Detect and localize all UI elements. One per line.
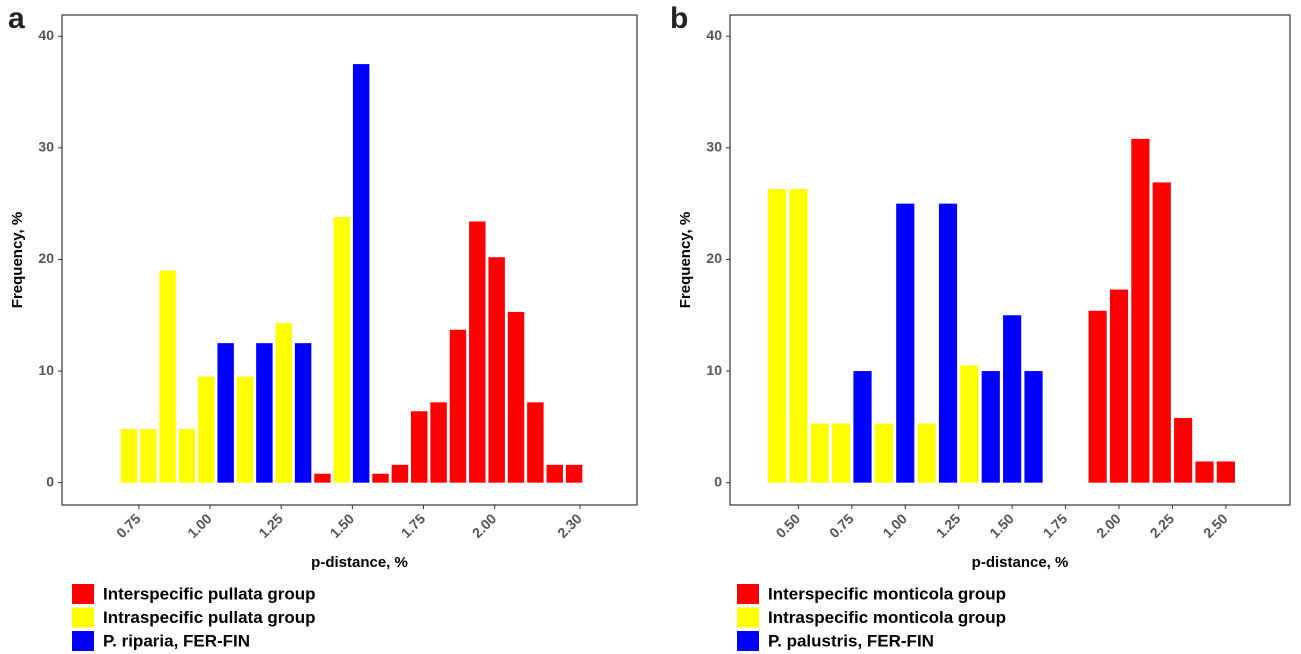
- bar: [411, 411, 428, 483]
- bar: [1152, 182, 1171, 483]
- x-tick-label: 1.00: [879, 510, 910, 541]
- x-tick-label: 1.00: [184, 510, 215, 541]
- bar: [789, 189, 808, 483]
- y-tick-label: 10: [706, 362, 722, 378]
- legend-swatch: [72, 631, 94, 651]
- bar: [917, 423, 936, 483]
- bar: [527, 402, 544, 483]
- x-tick-label: 0.50: [773, 510, 804, 541]
- y-tick-label: 30: [38, 139, 54, 155]
- bar: [198, 376, 215, 483]
- bar: [853, 371, 872, 483]
- bar: [546, 464, 563, 483]
- panel-label: a: [8, 2, 25, 35]
- bar: [294, 343, 312, 483]
- x-tick-label: 1.50: [986, 510, 1017, 541]
- bar: [565, 464, 583, 483]
- bar: [120, 429, 138, 483]
- legend-label: Interspecific monticola group: [768, 584, 1006, 603]
- x-tick-label: 1.25: [933, 510, 964, 541]
- bar: [1088, 310, 1107, 483]
- x-tick-label: 2.00: [1093, 510, 1124, 541]
- x-tick-label: 2.00: [469, 510, 500, 541]
- x-axis-title: p-distance, %: [972, 554, 1069, 571]
- y-tick-label: 40: [38, 27, 54, 43]
- legend-label: P. riparia, FER-FIN: [103, 631, 250, 650]
- x-tick-label: 1.50: [327, 510, 358, 541]
- bar: [832, 423, 851, 483]
- bar: [488, 257, 505, 483]
- x-tick-label: 1.25: [255, 510, 286, 541]
- bar: [275, 323, 292, 483]
- y-tick-label: 20: [38, 250, 54, 266]
- legend-swatch: [737, 631, 759, 651]
- bar: [896, 203, 915, 483]
- bar: [314, 473, 331, 483]
- bar: [938, 203, 958, 483]
- x-tick-label: 1.75: [398, 510, 429, 541]
- bar: [960, 365, 979, 483]
- bar: [1131, 138, 1150, 483]
- bar: [1003, 315, 1022, 483]
- legend-label: Intraspecific monticola group: [768, 608, 1006, 627]
- bar: [874, 423, 893, 483]
- bar: [449, 329, 467, 483]
- x-tick-label: 2.30: [554, 510, 585, 541]
- x-tick-label: 2.50: [1200, 510, 1231, 541]
- y-tick-label: 30: [706, 139, 722, 155]
- legend-swatch: [737, 584, 759, 604]
- x-tick-label: 0.75: [826, 510, 857, 541]
- bar: [178, 429, 196, 483]
- x-tick-label: 2.25: [1147, 510, 1178, 541]
- panel-label: b: [670, 2, 688, 35]
- x-tick-label: 0.75: [113, 510, 144, 541]
- x-axis-title: p-distance, %: [311, 554, 408, 571]
- bar: [256, 343, 273, 483]
- x-tick-label: 1.75: [1040, 510, 1071, 541]
- plot-border: [61, 14, 638, 506]
- legend-label: Interspecific pullata group: [103, 584, 316, 603]
- bar: [507, 311, 525, 483]
- legend-swatch: [72, 584, 94, 604]
- bar: [1216, 461, 1235, 483]
- bar: [352, 64, 370, 483]
- y-tick-label: 20: [706, 250, 722, 266]
- bar: [236, 376, 254, 483]
- bar: [981, 371, 1000, 483]
- bar: [140, 429, 157, 483]
- bar: [767, 189, 787, 483]
- legend-label: P. palustris, FER-FIN: [768, 631, 934, 650]
- bar: [333, 217, 351, 483]
- bar: [217, 343, 234, 483]
- y-tick-label: 40: [706, 27, 722, 43]
- y-tick-label: 0: [46, 473, 54, 489]
- bar: [1109, 289, 1129, 483]
- y-axis-title: Frequency, %: [9, 212, 26, 308]
- bar: [372, 473, 389, 483]
- plot-border: [729, 14, 1291, 506]
- y-tick-label: 0: [714, 473, 722, 489]
- legend-swatch: [72, 607, 94, 628]
- bar: [430, 402, 447, 483]
- legend-label: Intraspecific pullata group: [103, 608, 316, 627]
- bar: [391, 464, 409, 483]
- bar: [159, 270, 176, 483]
- bar: [1174, 417, 1193, 483]
- bar: [810, 423, 829, 483]
- bar: [469, 221, 486, 483]
- y-axis-title: Frequency, %: [677, 212, 694, 308]
- legend-swatch: [737, 607, 759, 628]
- y-tick-label: 10: [38, 362, 54, 378]
- bar: [1024, 371, 1043, 483]
- bar: [1195, 461, 1214, 483]
